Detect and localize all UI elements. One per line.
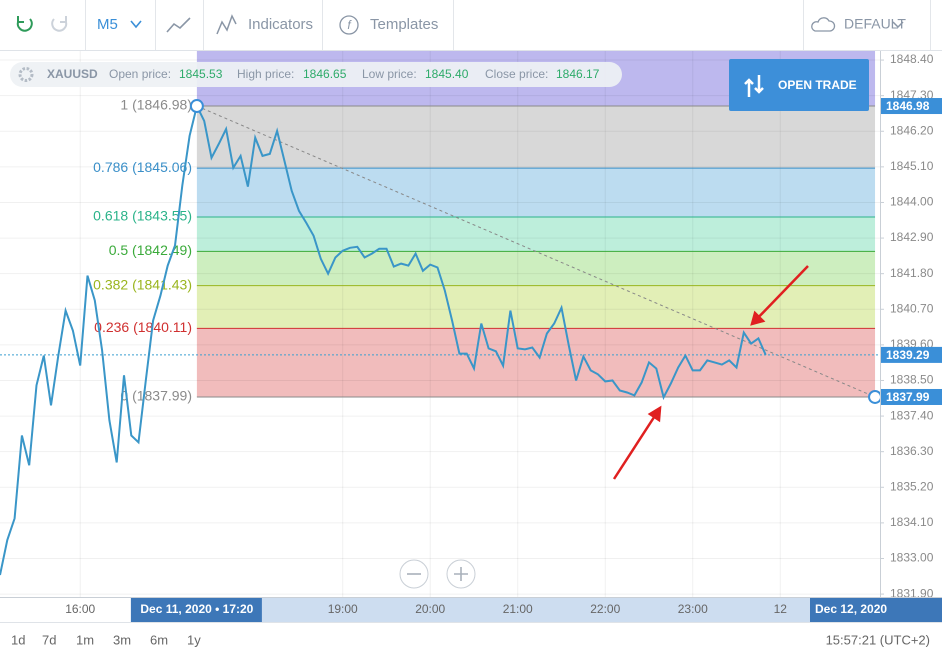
field-label: Open price: (109, 67, 171, 81)
price-marker-label: 1839.29 (886, 348, 930, 362)
fib-level-label: 0.5 (1842.49) (109, 242, 192, 258)
fib-level-label: 0 (1837.99) (120, 388, 192, 404)
plot-area: 1 (1846.98) 0.786 (1845.06) 0.618 (1843.55… (0, 51, 942, 622)
field-value: 1845.53 (179, 67, 223, 81)
fib-band (196, 285, 876, 329)
range-button[interactable]: 1y (187, 632, 201, 647)
fib-level-label: 0.236 (1840.11) (94, 319, 192, 335)
overlay: XAUUSD OPEN TRADE Open price: 1845.53 High… (10, 59, 869, 589)
x-tick-label: 20:00 (415, 602, 445, 616)
field-label: High price: (237, 67, 294, 81)
trade-icon (744, 75, 764, 97)
clock: 15:57:21 (UTC+2) (826, 632, 930, 647)
price-marker (881, 98, 942, 115)
x-tick-label: 19:00 (328, 602, 358, 616)
y-tick-label: 1842.90 (890, 230, 934, 244)
y-tick-label: 1831.90 (890, 586, 934, 600)
cloud-icon[interactable] (811, 17, 836, 32)
time-range-highlight (196, 597, 876, 622)
x-tick-label: 23:00 (678, 602, 708, 616)
range-button[interactable]: 7d (42, 632, 56, 647)
crosshair-time-label: Dec 11, 2020 • 17:20 (140, 602, 253, 616)
toolbar (0, 0, 942, 50)
y-tick-label: 1841.80 (890, 266, 934, 280)
date-marker-label: Dec 12, 2020 (815, 602, 887, 616)
chart-type-icon[interactable] (166, 17, 191, 33)
redo-icon[interactable] (51, 16, 68, 32)
price-marker-label: 1846.98 (886, 99, 930, 113)
indicators-icon[interactable] (216, 14, 237, 35)
fib-handle[interactable] (868, 389, 883, 404)
annotation-arrow (750, 265, 809, 326)
annotation-arrow (612, 405, 662, 480)
field-value: 1846.65 (303, 67, 347, 81)
fib-band (196, 328, 876, 397)
fib-band (196, 106, 876, 169)
fib-level-label: 0.618 (1843.55) (93, 208, 192, 224)
y-tick-label: 1845.10 (890, 159, 934, 173)
fib-level-label: 0.382 (1841.43) (93, 276, 192, 292)
price-marker (881, 388, 942, 405)
y-tick-label: 1846.20 (890, 123, 934, 137)
undo-icon[interactable] (16, 16, 33, 32)
range-button[interactable]: 1d (11, 632, 25, 647)
settings-icon[interactable] (18, 67, 34, 82)
range-button[interactable]: 6m (150, 632, 168, 647)
y-tick-label: 1833.00 (890, 551, 934, 565)
fib-band (196, 251, 876, 286)
y-tick-label: 1840.70 (890, 301, 934, 315)
y-tick-label: 1836.30 (890, 444, 934, 458)
field-value: 1846.17 (556, 67, 600, 81)
crosshair-time-box (130, 598, 262, 622)
y-tick-label: 1848.40 (890, 52, 934, 66)
chevron[interactable] (892, 21, 904, 29)
open-trade-button[interactable] (729, 59, 869, 111)
y-tick-label: 1835.20 (890, 479, 934, 493)
x-tick-label: 21:00 (503, 602, 533, 616)
fib-level-label: 1 (1846.98) (120, 97, 192, 113)
chevron[interactable] (130, 20, 142, 29)
field-label: Close price: (485, 67, 548, 81)
range-button[interactable]: 3m (113, 632, 131, 647)
y-tick-label: 1837.40 (890, 408, 934, 422)
price-axis (880, 51, 942, 597)
templates-icon[interactable] (339, 15, 359, 35)
y-tick-label: 1834.10 (890, 515, 934, 529)
open-trade-label[interactable]: OPEN TRADE (778, 78, 857, 92)
price-marker-label: 1837.99 (886, 390, 930, 404)
field-label: Low price: (362, 67, 417, 81)
fib-handle[interactable] (189, 99, 204, 114)
layout-button[interactable]: DEFAULT (844, 16, 906, 32)
field-value: 1845.40 (425, 67, 469, 81)
x-tick-label: 12 (774, 602, 788, 616)
templates-button[interactable]: Templates (370, 16, 438, 33)
y-tick-label: 1844.00 (890, 195, 934, 209)
fib-level-label: 0.786 (1845.06) (93, 159, 192, 175)
timeframe[interactable]: M5 (97, 16, 118, 33)
x-tick-label: 16:00 (65, 602, 95, 616)
fib-band (196, 217, 876, 252)
price-line (0, 103, 767, 576)
y-tick-label: 1838.50 (890, 373, 934, 387)
zoom-in-icon (454, 567, 468, 581)
fib-band (196, 168, 876, 218)
x-tick-label: 22:00 (590, 602, 620, 616)
templates-icon-f: f (347, 18, 352, 32)
symbol: XAUUSD (47, 67, 98, 81)
info-bar (10, 62, 622, 87)
date-marker-box (810, 598, 942, 622)
price-marker (881, 346, 942, 363)
range-button[interactable]: 1m (76, 632, 94, 647)
indicators-button[interactable]: Indicators (248, 16, 313, 33)
